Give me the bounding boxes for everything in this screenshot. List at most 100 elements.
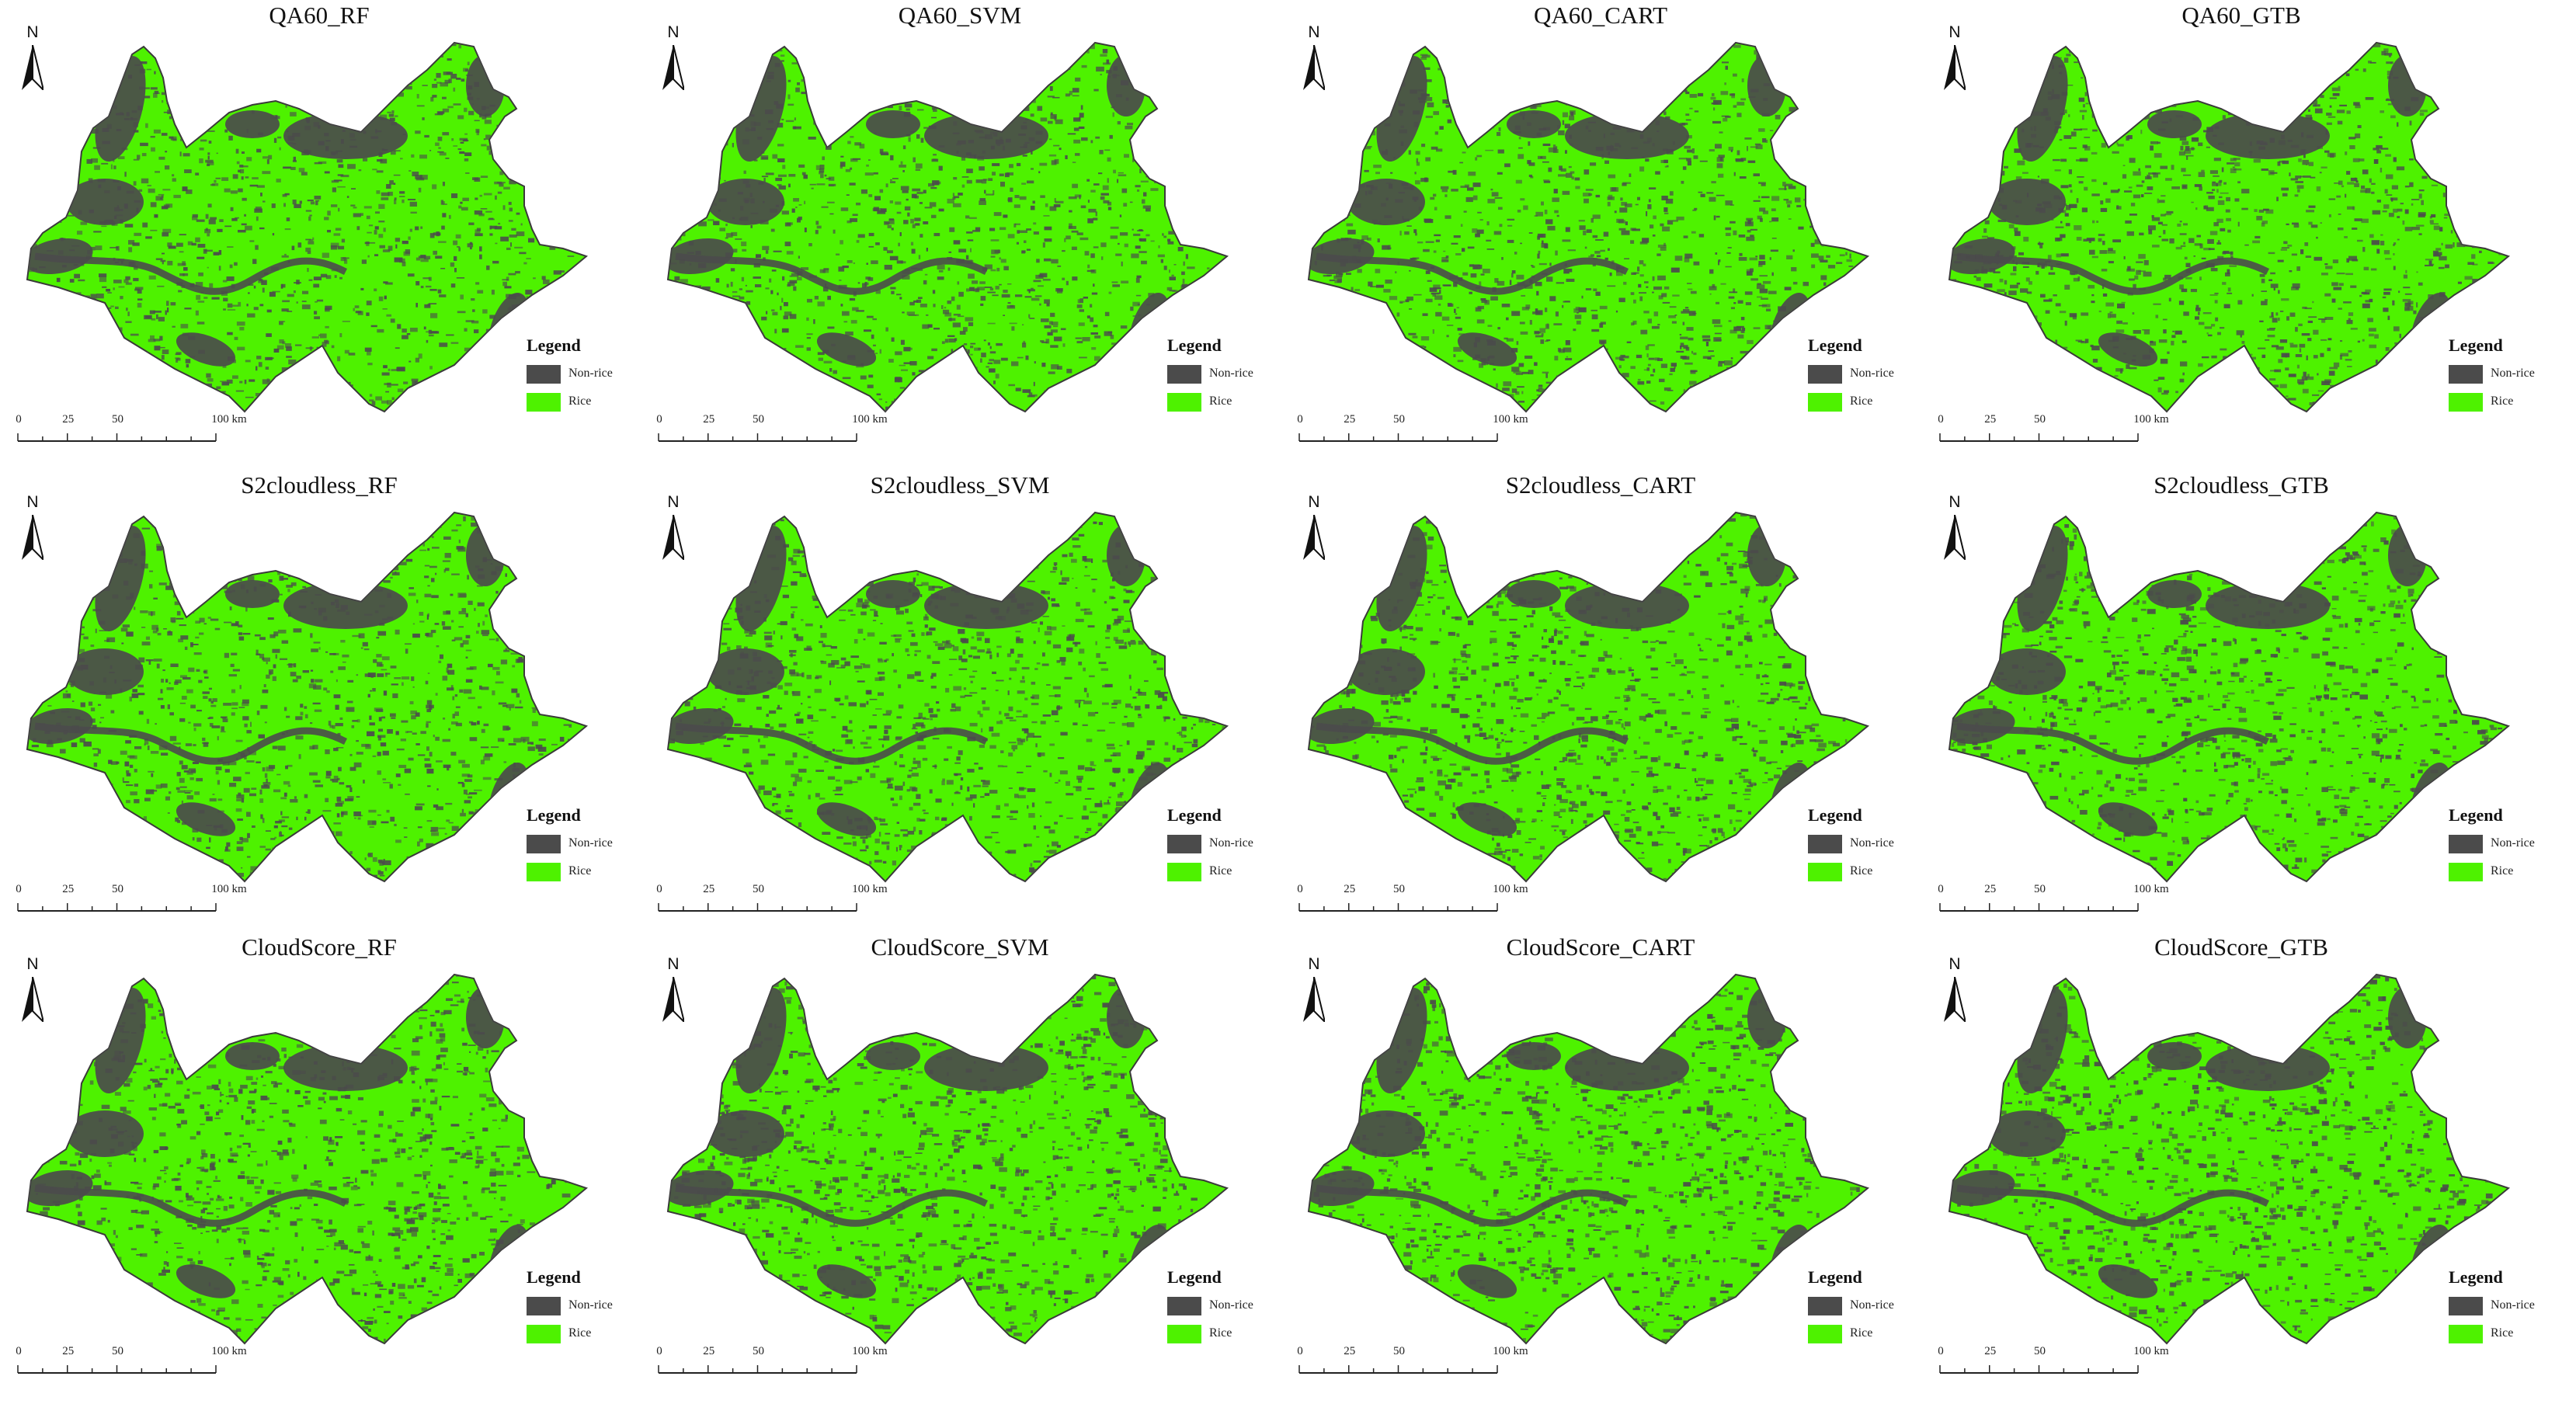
scale-label: 100 km xyxy=(852,413,887,426)
scale-label: 0 xyxy=(1297,883,1303,896)
scale-bar-line xyxy=(1939,1365,2139,1374)
map-panel: S2cloudless_RF N Legend Non-rice Rice 0 25 50 10… xyxy=(0,470,638,942)
north-arrow-icon xyxy=(22,515,43,560)
legend-title: Legend xyxy=(1808,805,1862,825)
map-panel: QA60_CART N Legend Non-rice Rice 0 25 50 100 km xyxy=(1281,0,1920,472)
scale-label: 25 xyxy=(1344,413,1355,426)
north-arrow: N xyxy=(1298,23,1330,93)
panel-title: CloudScore_SVM xyxy=(641,933,1279,961)
legend-item: Non-rice xyxy=(1167,365,1284,385)
map-area xyxy=(1301,955,1899,1359)
legend-item: Non-rice xyxy=(1808,835,1924,855)
map-panel: QA60_SVM N Legend Non-rice Rice 0 25 50 100 km xyxy=(641,0,1279,472)
scale-bar: 0 25 50 100 km xyxy=(1297,1345,1528,1384)
legend-item: Rice xyxy=(527,863,643,883)
legend-item: Non-rice xyxy=(1808,365,1924,385)
scale-label: 50 xyxy=(1393,1345,1405,1358)
map-panel: CloudScore_SVM N Legend Non-rice Rice 0 25 50 10… xyxy=(641,932,1279,1404)
scale-label: 100 km xyxy=(211,413,246,426)
north-label: N xyxy=(658,23,689,42)
scale-label: 25 xyxy=(1984,413,1996,426)
scale-label: 50 xyxy=(2034,883,2046,896)
legend-label: Rice xyxy=(568,864,591,878)
legend-label: Non-rice xyxy=(2491,836,2535,850)
classification-map xyxy=(26,511,589,883)
scale-bar: 0 25 50 100 km xyxy=(656,413,888,452)
scale-bar: 0 25 50 100 km xyxy=(656,883,888,922)
scale-label: 50 xyxy=(753,413,764,426)
legend-swatch xyxy=(1167,863,1201,881)
legend-item: Rice xyxy=(2449,1325,2565,1345)
scale-bar-line xyxy=(1298,903,1498,912)
scale-label: 25 xyxy=(62,1345,74,1358)
north-arrow: N xyxy=(17,493,48,563)
legend: Legend Non-rice Rice xyxy=(511,335,643,429)
legend: Legend Non-rice Rice xyxy=(1792,335,1924,429)
legend-item: Rice xyxy=(527,393,643,413)
scale-bar-line xyxy=(17,903,217,912)
legend-label: Non-rice xyxy=(1850,1298,1894,1312)
legend-item: Non-rice xyxy=(2449,1297,2565,1317)
classification-map xyxy=(1307,973,1870,1345)
legend-swatch xyxy=(527,393,561,412)
scale-label: 25 xyxy=(1984,1345,1996,1358)
north-arrow: N xyxy=(658,493,689,563)
scale-bar: 0 25 50 100 km xyxy=(16,1345,247,1384)
classification-map xyxy=(1948,41,2511,413)
panel-title: S2cloudless_GTB xyxy=(1922,471,2560,499)
panel-title: CloudScore_CART xyxy=(1281,933,1920,961)
north-arrow-icon xyxy=(662,977,684,1022)
legend-swatch xyxy=(2449,1325,2483,1343)
north-arrow: N xyxy=(1298,493,1330,563)
legend-swatch xyxy=(527,863,561,881)
legend-item: Rice xyxy=(2449,863,2565,883)
legend-title: Legend xyxy=(1167,1267,1222,1288)
legend-swatch xyxy=(1167,365,1201,384)
legend-label: Rice xyxy=(1209,864,1232,878)
north-arrow: N xyxy=(17,955,48,1025)
legend-item: Rice xyxy=(1808,863,1924,883)
map-area xyxy=(660,955,1258,1359)
north-label: N xyxy=(1939,23,1970,42)
north-arrow-icon xyxy=(1303,977,1325,1022)
legend-item: Non-rice xyxy=(2449,365,2565,385)
scale-bar-line xyxy=(658,1365,857,1374)
legend-swatch xyxy=(2449,863,2483,881)
scale-label: 50 xyxy=(2034,413,2046,426)
legend-swatch xyxy=(1808,393,1842,412)
legend-swatch xyxy=(2449,393,2483,412)
map-panel: CloudScore_GTB N Legend Non-rice Rice 0 25 50 10… xyxy=(1922,932,2560,1404)
legend-title: Legend xyxy=(527,1267,581,1288)
legend-label: Rice xyxy=(2491,394,2513,408)
legend-swatch xyxy=(1808,863,1842,881)
north-arrow: N xyxy=(658,23,689,93)
scale-label: 0 xyxy=(16,413,22,426)
scale-label: 50 xyxy=(1393,883,1405,896)
scale-bar: 0 25 50 100 km xyxy=(16,883,247,922)
legend-label: Rice xyxy=(2491,864,2513,878)
legend: Legend Non-rice Rice xyxy=(1152,335,1284,429)
legend-label: Non-rice xyxy=(1209,367,1253,381)
legend-swatch xyxy=(1808,835,1842,853)
legend-item: Non-rice xyxy=(527,835,643,855)
north-label: N xyxy=(1298,493,1330,512)
legend-label: Non-rice xyxy=(1850,367,1894,381)
north-arrow-icon xyxy=(22,977,43,1022)
panel-title: QA60_GTB xyxy=(1922,2,2560,30)
legend-label: Non-rice xyxy=(568,1298,613,1312)
legend-title: Legend xyxy=(2449,1267,2503,1288)
map-area xyxy=(1942,955,2539,1359)
legend: Legend Non-rice Rice xyxy=(1152,805,1284,898)
scale-label: 0 xyxy=(1938,1345,1944,1358)
classification-map xyxy=(26,973,589,1345)
legend-item: Rice xyxy=(1808,393,1924,413)
legend-item: Rice xyxy=(2449,393,2565,413)
scale-bar-line xyxy=(17,433,217,442)
classification-map xyxy=(26,41,589,413)
map-area xyxy=(19,23,617,427)
legend: Legend Non-rice Rice xyxy=(2433,335,2565,429)
north-label: N xyxy=(1298,23,1330,42)
scale-label: 25 xyxy=(1984,883,1996,896)
north-arrow-icon xyxy=(1303,45,1325,90)
